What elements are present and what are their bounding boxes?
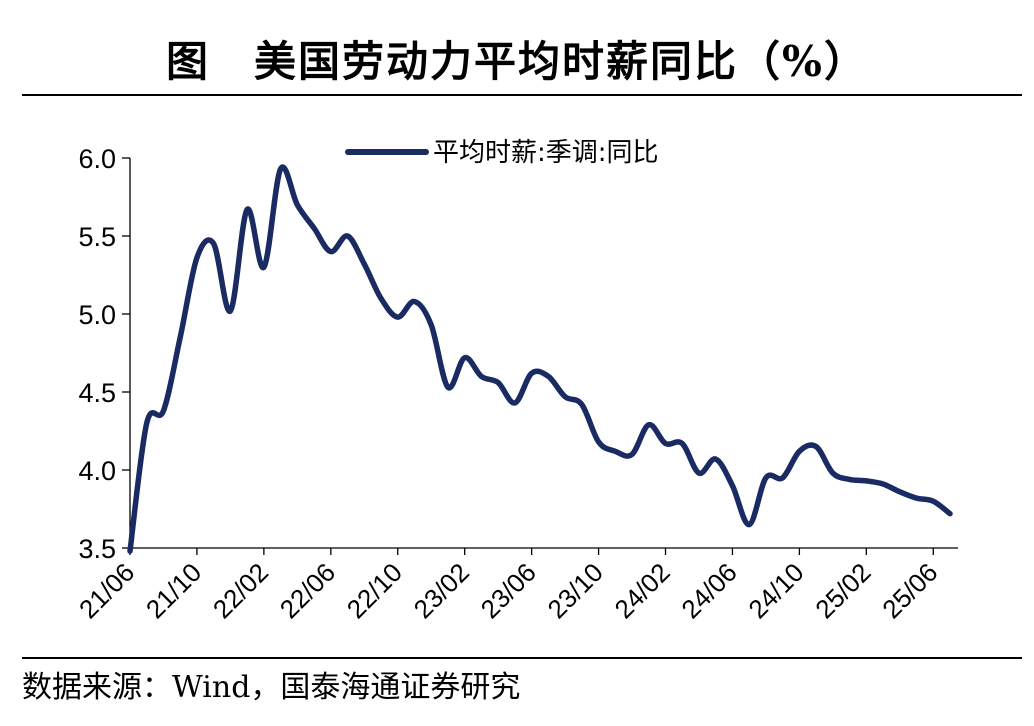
- x-tick-label: 23/06: [475, 557, 542, 624]
- x-tick-label: 24/10: [742, 557, 809, 624]
- y-tick-label: 4.0: [78, 456, 116, 486]
- x-tick-label: 22/06: [274, 557, 341, 624]
- x-tick-label: 22/10: [341, 557, 408, 624]
- x-tick-label: 25/06: [876, 557, 943, 624]
- chart-axes: [122, 157, 958, 555]
- x-tick-label: 23/02: [408, 557, 475, 624]
- chart-legend: 平均时薪:季调:同比: [345, 138, 659, 168]
- y-tick-label: 5.5: [78, 222, 116, 252]
- series-line-hourly-earnings-yoy: [127, 164, 953, 554]
- y-tick-label: 6.0: [78, 144, 116, 174]
- y-tick-labels: 6.0 5.5 5.0 4.5 4.0 3.5: [78, 144, 116, 564]
- y-tick-label: 3.5: [78, 534, 116, 564]
- chart-title: 图 美国劳动力平均时薪同比（%）: [166, 37, 868, 86]
- chart-series: [127, 164, 953, 554]
- x-tick-label: 24/02: [609, 557, 676, 624]
- y-tick-label: 5.0: [78, 300, 116, 330]
- x-tick-label: 23/10: [542, 557, 609, 624]
- x-tick-label: 24/06: [675, 557, 742, 624]
- source-note: 数据来源：Wind，国泰海通证券研究: [22, 670, 521, 705]
- title-divider: [22, 94, 1022, 96]
- x-tick-label: 22/02: [207, 557, 274, 624]
- x-tick-label: 21/06: [73, 557, 140, 624]
- legend-label: 平均时薪:季调:同比: [433, 138, 659, 168]
- y-tick-label: 4.5: [78, 378, 116, 408]
- x-tick-label: 25/02: [809, 557, 876, 624]
- source-divider: [22, 657, 1022, 659]
- x-tick-labels: 21/06 21/10 22/02 22/06 22/10 23/02 23/06 23/10…: [73, 557, 943, 624]
- line-chart: 6.05.55.04.54.03.5 21/06 21/10 22/02 22/06 2…: [73, 138, 958, 624]
- x-tick-label: 21/10: [140, 557, 207, 624]
